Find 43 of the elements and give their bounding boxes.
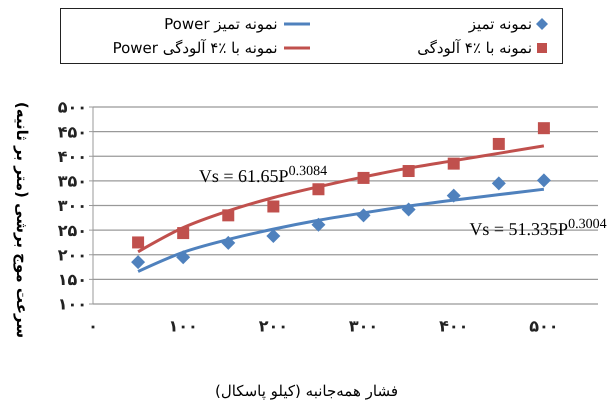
point xyxy=(356,208,371,222)
point xyxy=(402,202,416,216)
x-tick-label: ۱۰۰ xyxy=(168,316,198,336)
point xyxy=(402,165,415,178)
point xyxy=(536,173,551,188)
legend-label: نمونه با ٪۴ آلودگی xyxy=(417,39,532,57)
legend-label: نمونه تمیز Power xyxy=(164,15,278,33)
point xyxy=(448,158,460,170)
point xyxy=(221,236,236,250)
point xyxy=(538,122,550,134)
point xyxy=(222,209,234,222)
legend-label: نمونه با ٪۴ آلودگی Power xyxy=(112,39,278,57)
y-tick-label: ۴۰۰ xyxy=(58,146,87,166)
point xyxy=(131,255,146,270)
y-tick-label: ۱۰۰ xyxy=(58,294,87,314)
annotation: Vs = 61.65P$^{0.3084}$ xyxy=(198,164,328,186)
y-tick-label: ۴۵۰ xyxy=(58,122,87,142)
y-tick-label: ۱۵۰ xyxy=(58,270,87,290)
y-tick-label: ۳۵۰ xyxy=(58,172,87,191)
x-tick-label: ۵۰۰ xyxy=(529,316,559,336)
x-tick-label: ۳۰۰ xyxy=(348,316,378,336)
x-tick-label: ۲۰۰ xyxy=(258,316,288,336)
annotation: Vs = 51.335P$^{0.3004}$ xyxy=(469,216,607,239)
point xyxy=(176,250,190,264)
point xyxy=(267,200,280,212)
x-tick-label: ۴۰۰ xyxy=(439,316,468,336)
point xyxy=(311,218,326,232)
x-tick-label: ۰ xyxy=(88,316,98,336)
y-tick-label: ۲۵۰ xyxy=(58,220,87,240)
point xyxy=(177,227,190,240)
x-axis-title: فشار همه‌جانبه (کیلو پاسکال) xyxy=(214,382,400,400)
point xyxy=(312,183,324,196)
y-tick-label: ۲۰۰ xyxy=(58,245,87,264)
y-tick-label: ۳۰۰ xyxy=(58,196,87,216)
point xyxy=(266,229,280,244)
point xyxy=(132,236,144,248)
point xyxy=(492,176,506,190)
y-axis-title: سرعت موج برشی (متر بر ثانیه) xyxy=(13,102,31,338)
legend-label: نمونه تمیز xyxy=(468,15,532,33)
point xyxy=(358,172,370,184)
y-tick-label: ۵۰۰ xyxy=(58,98,87,117)
point xyxy=(446,188,461,203)
point xyxy=(492,138,505,150)
